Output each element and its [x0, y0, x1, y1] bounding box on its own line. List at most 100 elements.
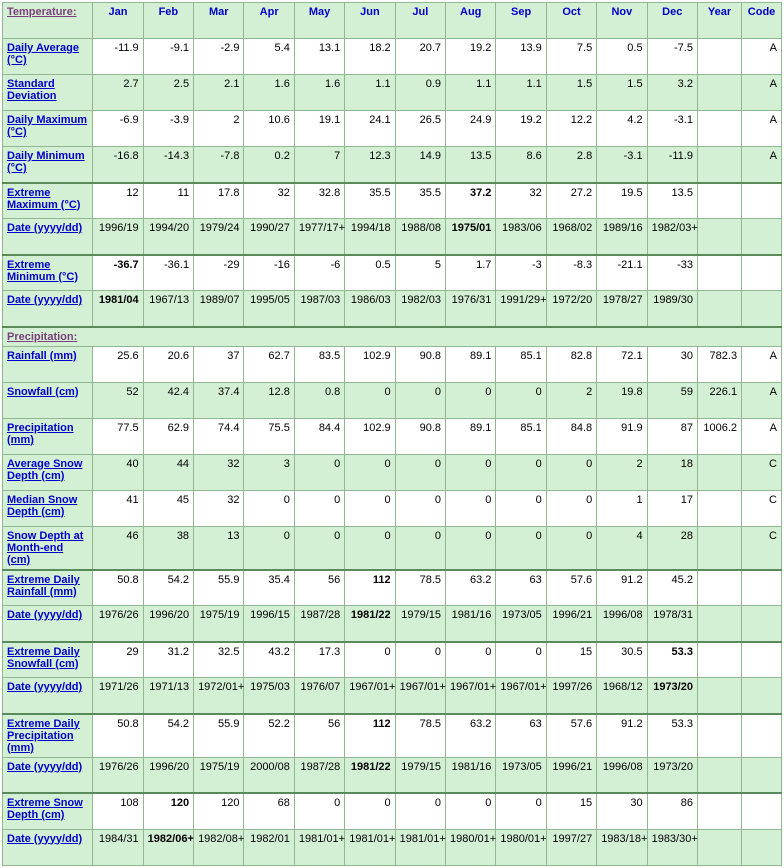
cell: 0 — [345, 526, 395, 570]
cell: 0 — [395, 490, 445, 526]
cell: 19.8 — [597, 382, 647, 418]
cell: 54.2 — [143, 714, 193, 758]
cell: 0 — [496, 454, 546, 490]
cell: 19.2 — [496, 111, 546, 147]
cell: C — [742, 490, 782, 526]
cell: 1967/01+ — [446, 678, 496, 714]
cell — [742, 219, 782, 255]
cell: 32.8 — [294, 183, 344, 219]
cell: 12.8 — [244, 382, 294, 418]
climate-table: Temperature: Jan Feb Mar Apr May Jun Jul… — [2, 2, 782, 866]
cell: 1975/01 — [446, 219, 496, 255]
cell: 0 — [294, 490, 344, 526]
cell: 1982/08+ — [194, 829, 244, 865]
cell: 24.9 — [446, 111, 496, 147]
cell: 30.5 — [597, 642, 647, 678]
cell: A — [742, 147, 782, 183]
cell: 78.5 — [395, 570, 445, 606]
cell: 1996/21 — [546, 757, 596, 793]
cell: 1979/24 — [194, 219, 244, 255]
cell: 56 — [294, 714, 344, 758]
cell: -11.9 — [647, 147, 697, 183]
table-row: Precipitation (mm)77.562.974.475.584.410… — [3, 418, 782, 454]
cell: 1981/01+ — [345, 829, 395, 865]
cell: 35.5 — [345, 183, 395, 219]
cell: 1994/18 — [345, 219, 395, 255]
cell: -6.9 — [93, 111, 143, 147]
cell: 1987/28 — [294, 606, 344, 642]
cell: 1977/17+ — [294, 219, 344, 255]
cell: -9.1 — [143, 39, 193, 75]
table-row: Date (yyyy/dd)1976/261996/201975/192000/… — [3, 757, 782, 793]
cell — [697, 147, 741, 183]
cell: 35.4 — [244, 570, 294, 606]
cell: 0 — [395, 642, 445, 678]
cell: 45.2 — [647, 570, 697, 606]
cell: 90.8 — [395, 346, 445, 382]
cell: A — [742, 346, 782, 382]
cell: 2000/08 — [244, 757, 294, 793]
cell: 15 — [546, 793, 596, 829]
cell: 62.7 — [244, 346, 294, 382]
cell: 2 — [597, 454, 647, 490]
cell: 1.6 — [294, 75, 344, 111]
cell: 32 — [244, 183, 294, 219]
row-label: Extreme Daily Rainfall (mm) — [3, 570, 93, 606]
cell: 0 — [395, 526, 445, 570]
cell: -14.3 — [143, 147, 193, 183]
cell — [697, 219, 741, 255]
row-label: Extreme Maximum (°C) — [3, 183, 93, 219]
cell: 55.9 — [194, 714, 244, 758]
cell: 30 — [597, 793, 647, 829]
cell: 78.5 — [395, 714, 445, 758]
cell: 2.7 — [93, 75, 143, 111]
cell: A — [742, 111, 782, 147]
cell — [742, 793, 782, 829]
cell — [697, 757, 741, 793]
table-row: Daily Minimum (°C)-16.8-14.3-7.80.2712.3… — [3, 147, 782, 183]
cell: 57.6 — [546, 714, 596, 758]
cell: 2.5 — [143, 75, 193, 111]
cell — [697, 39, 741, 75]
cell — [742, 606, 782, 642]
table-row: Median Snow Depth (cm)4145320000000117C — [3, 490, 782, 526]
row-label: Rainfall (mm) — [3, 346, 93, 382]
cell: 226.1 — [697, 382, 741, 418]
row-label: Standard Deviation — [3, 75, 93, 111]
cell: 57.6 — [546, 570, 596, 606]
cell: 59 — [647, 382, 697, 418]
cell — [697, 183, 741, 219]
cell: 53.3 — [647, 714, 697, 758]
cell: 0 — [446, 382, 496, 418]
cell: 0.8 — [294, 382, 344, 418]
cell: 50.8 — [93, 714, 143, 758]
cell: 1991/29+ — [496, 291, 546, 327]
cell: 1978/27 — [597, 291, 647, 327]
cell: 32 — [496, 183, 546, 219]
cell: 28 — [647, 526, 697, 570]
cell: C — [742, 454, 782, 490]
cell: 0 — [294, 526, 344, 570]
cell: 1.6 — [244, 75, 294, 111]
table-row: Date (yyyy/dd)1984/311982/06+1982/08+198… — [3, 829, 782, 865]
cell: 86 — [647, 793, 697, 829]
cell: 0 — [244, 526, 294, 570]
cell: 1981/01+ — [395, 829, 445, 865]
cell — [697, 714, 741, 758]
cell: 1981/22 — [345, 757, 395, 793]
cell: 0 — [446, 454, 496, 490]
cell: 30 — [647, 346, 697, 382]
cell: 4 — [597, 526, 647, 570]
row-label: Date (yyyy/dd) — [3, 291, 93, 327]
cell: -8.3 — [546, 255, 596, 291]
cell: 2.1 — [194, 75, 244, 111]
cell: 0 — [345, 793, 395, 829]
row-label: Date (yyyy/dd) — [3, 678, 93, 714]
cell: 11 — [143, 183, 193, 219]
cell: 13.1 — [294, 39, 344, 75]
table-row: Snow Depth at Month-end (cm)463813000000… — [3, 526, 782, 570]
table-row: Date (yyyy/dd)1981/041967/131989/071995/… — [3, 291, 782, 327]
cell: 120 — [194, 793, 244, 829]
cell: 14.9 — [395, 147, 445, 183]
cell: 1982/03+ — [647, 219, 697, 255]
